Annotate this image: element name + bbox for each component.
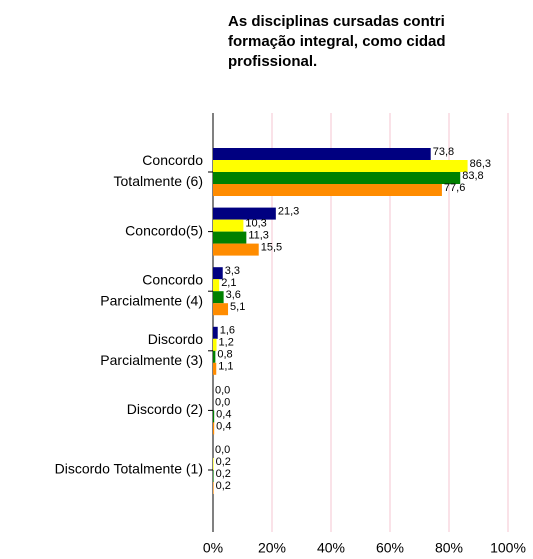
y-tick-label: Parcialmente (3) — [100, 352, 203, 368]
value-label: 0,0 — [215, 384, 230, 396]
value-label: 83,8 — [462, 170, 483, 182]
value-label: 5,1 — [230, 301, 245, 313]
value-label: 21,3 — [278, 206, 299, 218]
value-label: 0,0 — [215, 396, 230, 408]
value-label: 1,6 — [220, 325, 235, 337]
value-label: 86,3 — [470, 158, 491, 170]
bar — [213, 303, 229, 316]
bar — [213, 172, 461, 184]
value-label: 10,3 — [245, 218, 266, 230]
value-label: 73,8 — [433, 146, 454, 158]
bar — [213, 148, 431, 160]
x-tick-label: 40% — [317, 540, 345, 556]
x-tick-label: 0% — [203, 540, 223, 556]
value-label: 3,3 — [225, 265, 240, 277]
y-tick-label: Concordo — [142, 152, 203, 168]
value-label: 77,6 — [444, 182, 465, 194]
bar — [213, 338, 217, 351]
bar — [213, 350, 216, 363]
bar — [213, 470, 214, 482]
x-tick-label: 100% — [490, 540, 526, 556]
value-label: 0,4 — [216, 420, 231, 432]
chart-title: formação integral, como cidad — [228, 33, 446, 50]
bar — [213, 482, 214, 494]
bar — [213, 279, 220, 292]
chart-title: As disciplinas cursadas contri — [228, 13, 445, 30]
bar — [213, 184, 442, 196]
bar — [213, 243, 259, 256]
value-label: 0,4 — [216, 408, 231, 420]
value-label: 0,2 — [216, 456, 231, 468]
x-tick-label: 20% — [258, 540, 286, 556]
value-label: 11,3 — [248, 230, 269, 242]
value-label: 0,2 — [216, 480, 231, 492]
bar — [213, 410, 215, 423]
x-tick-label: 60% — [376, 540, 404, 556]
bar — [213, 458, 214, 470]
value-label: 1,1 — [218, 361, 233, 373]
value-label: 0,8 — [217, 349, 232, 361]
bar — [213, 207, 276, 220]
bar — [213, 231, 247, 244]
y-tick-label: Parcialmente (4) — [100, 292, 203, 308]
y-tick-label: Discordo — [148, 331, 203, 347]
bar — [213, 267, 223, 280]
value-label: 2,1 — [221, 277, 236, 289]
bar — [213, 291, 224, 304]
y-tick-label: Discordo Totalmente (1) — [55, 461, 203, 477]
x-tick-label: 80% — [435, 540, 463, 556]
value-label: 3,6 — [226, 289, 241, 301]
value-label: 0,0 — [215, 444, 230, 456]
bar — [213, 160, 468, 172]
y-tick-label: Concordo(5) — [125, 222, 203, 238]
bar — [213, 219, 244, 232]
y-tick-label: Discordo (2) — [127, 401, 203, 417]
bar — [213, 422, 215, 435]
value-label: 15,5 — [261, 242, 282, 254]
bar — [213, 326, 218, 339]
bar — [213, 362, 217, 375]
y-tick-label: Concordo — [142, 271, 203, 287]
y-tick-label: Totalmente (6) — [114, 173, 203, 189]
value-label: 1,2 — [219, 337, 234, 349]
chart-title: profissional. — [228, 53, 317, 70]
value-label: 0,2 — [216, 468, 231, 480]
